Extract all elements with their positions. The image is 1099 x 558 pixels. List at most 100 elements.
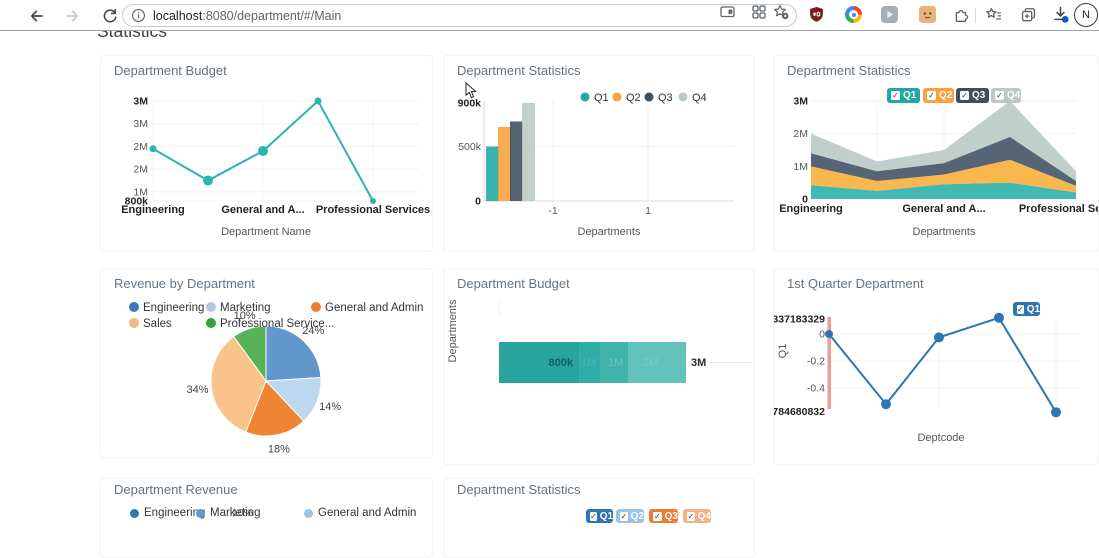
ublock-shield-icon[interactable] [808, 6, 825, 23]
svg-text:Q4: Q4 [692, 92, 707, 104]
back-button[interactable] [24, 4, 48, 28]
legend-item-q2[interactable]: Q2 [612, 92, 641, 104]
checkbox-icon: ✓ [653, 511, 662, 521]
legend-button-label: Q1 [1026, 303, 1041, 315]
mouse-cursor [465, 82, 477, 99]
pie-legend-professional-service---[interactable]: Professional Service... [206, 318, 334, 330]
svg-text:Professional Services: Professional Services [1019, 203, 1099, 215]
svg-text:0: 0 [819, 329, 825, 341]
svg-text:Engineering: Engineering [121, 204, 185, 216]
google-extension-icon[interactable] [845, 6, 862, 23]
refresh-icon [103, 8, 117, 22]
legend-button-q4[interactable]: ✓ Q4 [991, 88, 1021, 103]
legend-button-label: Q1 [599, 510, 614, 522]
toolbar-separator [975, 8, 976, 23]
legend-item-q3[interactable]: Q3 [644, 92, 673, 104]
svg-text:Professional Services: Professional Services [316, 204, 430, 216]
svg-text:500k: 500k [458, 141, 482, 153]
svg-text:Engineering: Engineering [143, 302, 204, 314]
svg-text:3M: 3M [133, 96, 148, 108]
mail-face-extension-icon[interactable] [919, 6, 936, 23]
pie-legend-sales[interactable]: Sales [129, 318, 172, 330]
checkbox-icon: ✓ [995, 91, 1004, 100]
legend-item-general-and-admin[interactable]: General and Admin [304, 507, 416, 519]
stats-bar-canvas[interactable]: -1 1 900k 500k 0 Q1 Q2 Q3 Q4 Departments [444, 56, 755, 252]
legend-button-q1[interactable]: ✓ Q1 [1013, 302, 1040, 316]
svg-text:General and A...: General and A... [221, 204, 304, 216]
video-play-extension-icon[interactable] [881, 6, 898, 23]
svg-text:800k: 800k [549, 357, 574, 369]
card-department-statistics-area: Department Statistics 3M 2M 1M 0 Engineering… [773, 55, 1099, 252]
card-revenue-pie: Revenue by Department 24% 14% 18% 34% 10% Eng… [100, 268, 433, 458]
pie-legend-general-and-admin[interactable]: General and Admin [311, 302, 423, 314]
svg-text:24%: 24% [302, 325, 324, 337]
svg-text:2M: 2M [133, 164, 148, 176]
add-favorite-star-icon[interactable] [772, 3, 790, 21]
favorites-list-icon[interactable] [985, 6, 1002, 23]
refresh-button[interactable] [97, 4, 121, 28]
legend-item-q4[interactable]: Q4 [678, 92, 707, 104]
svg-text:10%: 10% [234, 310, 256, 322]
svg-text:2M: 2M [793, 128, 808, 140]
svg-text:1: 1 [645, 205, 651, 217]
card-title: Department Budget [114, 63, 227, 78]
pie-percent-overlay: 10% [232, 507, 254, 519]
apps-grid-icon[interactable] [750, 3, 768, 21]
extensions-puzzle-icon[interactable] [953, 6, 970, 23]
legend-button-q2[interactable]: ✓ Q2 [923, 88, 954, 103]
svg-text:Department Name: Department Name [221, 226, 311, 238]
svg-text:-1: -1 [548, 205, 557, 217]
svg-text:1M: 1M [793, 161, 808, 173]
svg-text:2M: 2M [133, 141, 148, 153]
pie-slice-professional-service---[interactable] [232, 325, 267, 383]
legend-button-label: Q3 [972, 90, 986, 101]
forward-button[interactable] [60, 4, 84, 28]
svg-text:1M: 1M [133, 186, 148, 198]
legend-button-q1[interactable]: ✓ Q1 [887, 88, 920, 103]
collections-icon[interactable] [1020, 6, 1037, 23]
split-screen-icon[interactable] [719, 3, 737, 21]
revenue-pie-canvas[interactable]: 24% 14% 18% 34% 10% Engineering Marketing Gener… [101, 269, 433, 458]
svg-text:14%: 14% [319, 401, 341, 413]
legend-button-label: Q4 [1007, 90, 1021, 101]
url-host: localhost [153, 8, 203, 23]
legend-label: Engineering [144, 507, 206, 519]
legend-button-q1[interactable]: ✓ Q1 [586, 509, 613, 523]
svg-text:0: 0 [475, 196, 481, 208]
checkbox-icon: ✓ [960, 91, 969, 100]
pie-slice-general-and-admin[interactable] [245, 380, 305, 437]
url-text[interactable]: localhost:8080/department/#/Main [153, 9, 341, 23]
pie-legend-engineering[interactable]: Engineering [129, 302, 204, 314]
profile-avatar[interactable]: N [1074, 3, 1098, 27]
svg-text:800k: 800k [125, 196, 149, 208]
legend-item-q1[interactable]: Q1 [580, 92, 609, 104]
pie-slice-sales[interactable] [210, 335, 267, 433]
legend-dot [196, 508, 205, 518]
pie-legend-marketing[interactable]: Marketing [206, 302, 271, 314]
legend-item-marketing[interactable]: Marketing [196, 507, 261, 519]
svg-text:1M: 1M [608, 357, 623, 369]
svg-text:12784680832: 12784680832 [774, 406, 825, 418]
pie-slice-engineering[interactable] [265, 325, 322, 382]
checkbox-icon: ✓ [620, 511, 628, 521]
legend-button-q3[interactable]: ✓ Q3 [956, 88, 989, 103]
budget-gauge-canvas[interactable]: Departments 800k 1M 1M 2M 3M [444, 269, 755, 465]
svg-text:Deptcode: Deptcode [917, 432, 964, 444]
svg-text:18%: 18% [268, 443, 290, 455]
legend-item-engineering[interactable]: Engineering [130, 507, 205, 519]
downloads-icon[interactable] [1052, 6, 1069, 23]
svg-text:Professional Service...: Professional Service... [220, 318, 334, 330]
profile-initial: N [1082, 9, 1090, 21]
address-bar[interactable]: localhost:8080/department/#/Main [122, 4, 797, 27]
legend-dot [130, 508, 139, 518]
svg-text:-0.4: -0.4 [807, 383, 825, 395]
svg-text:General and Admin: General and Admin [325, 302, 423, 314]
q1-line-canvas[interactable]: Q1 60337183329 0 -0.2 -0.4 12784680832 Deptcod… [774, 269, 1099, 465]
svg-text:Q3: Q3 [658, 92, 673, 104]
legend-button-q2[interactable]: ✓ Q2 [616, 509, 644, 523]
site-info-icon[interactable] [131, 8, 146, 23]
legend-button-q3[interactable]: ✓ Q3 [649, 509, 678, 523]
legend-button-q4[interactable]: ✓ Q4 [683, 509, 711, 523]
